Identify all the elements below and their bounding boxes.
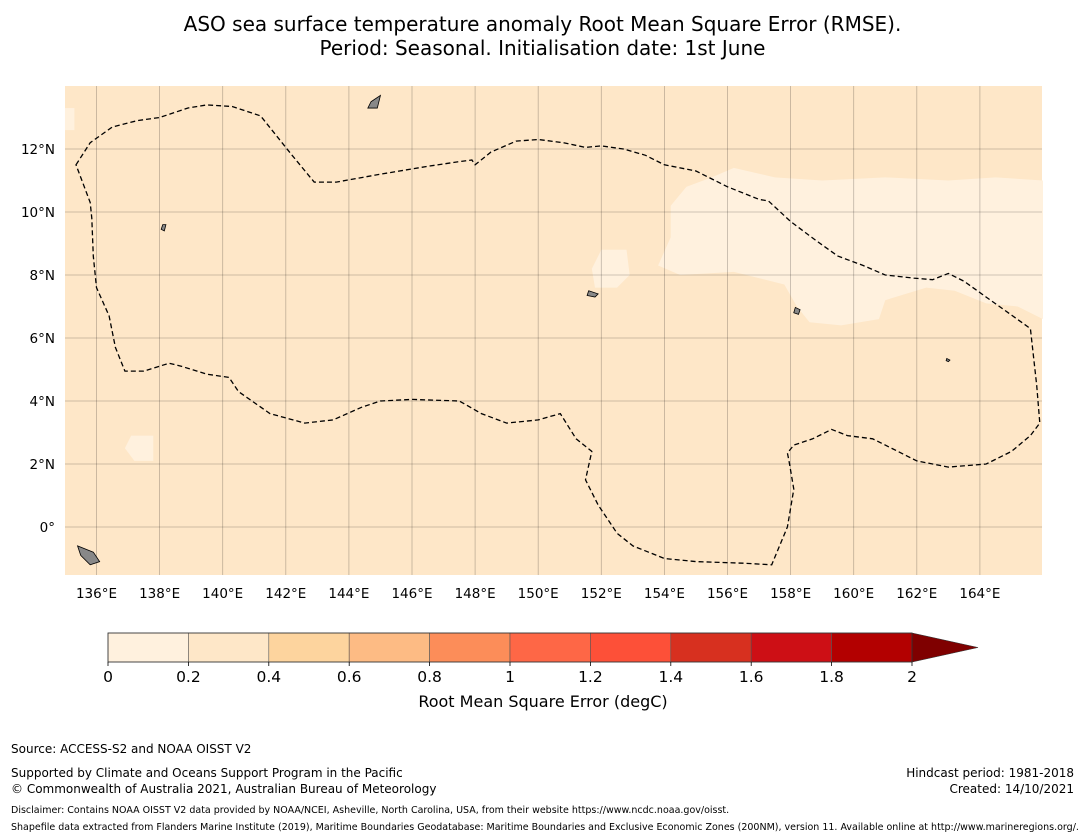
lon-tick-label: 150°E [518, 586, 559, 602]
lon-tick-label: 164°E [959, 586, 1000, 602]
colorbar-tick-label: 0.4 [256, 668, 281, 686]
colorbar-label: Root Mean Square Error (degC) [418, 692, 668, 711]
colorbar-tick-label: 0.8 [417, 668, 442, 686]
map-figure: 136°E 138°E 140°E 142°E 144°E 146°E 148°E 150°E… [21, 86, 1043, 686]
colorbar-segment [831, 632, 913, 663]
colorbar-segment [429, 632, 511, 663]
lon-tick-label: 140°E [202, 586, 243, 602]
created-date: Created: 14/10/2021 [949, 782, 1074, 796]
low-rmse-region [64, 108, 1043, 461]
chart-title-line1: ASO sea surface temperature anomaly Root… [183, 12, 902, 36]
colorbar-tick-label: 1.8 [819, 668, 844, 686]
lon-tick-label: 154°E [644, 586, 685, 602]
colorbar-segment [188, 632, 270, 663]
colorbar-tick-labels: 0 0.2 0.4 0.6 0.8 1 1.2 1.4 1.6 1.8 2 [103, 662, 917, 686]
colorbar-tick-label: 1.2 [578, 668, 603, 686]
lon-tick-label: 138°E [139, 586, 180, 602]
rmse-field [65, 86, 1042, 575]
islands [76, 94, 951, 566]
lon-tick-label: 144°E [328, 586, 369, 602]
lat-tick-label: 12°N [21, 142, 55, 158]
colorbar-segment [107, 632, 189, 663]
colorbar-tick-label: 0 [103, 668, 113, 686]
colorbar-segment [590, 632, 672, 663]
source-text: Source: ACCESS-S2 and NOAA OISST V2 [11, 742, 252, 756]
colorbar-tick-label: 0.2 [176, 668, 201, 686]
longitude-tick-labels: 136°E 138°E 140°E 142°E 144°E 146°E 148°E 150°E… [76, 586, 1000, 602]
colorbar-tick-label: 2 [907, 668, 917, 686]
colorbar-tick-label: 1.6 [739, 668, 764, 686]
support-text: Supported by Climate and Oceans Support … [11, 766, 403, 780]
lon-tick-label: 136°E [76, 586, 117, 602]
colorbar-segment [670, 632, 752, 663]
colorbar-segment [509, 632, 591, 663]
lon-tick-label: 152°E [581, 586, 622, 602]
lon-tick-label: 146°E [391, 586, 432, 602]
colorbar-segment [348, 632, 430, 663]
lat-tick-label: 2°N [30, 457, 55, 473]
chart-title-line2: Period: Seasonal. Initialisation date: 1… [319, 36, 766, 60]
lon-tick-label: 160°E [833, 586, 874, 602]
latitude-tick-labels: 0° 2°N 4°N 6°N 8°N 10°N 12°N [21, 142, 55, 536]
lon-tick-label: 148°E [455, 586, 496, 602]
colorbar-segment [268, 632, 350, 663]
colorbar-tick-label: 0.6 [337, 668, 362, 686]
lon-tick-label: 162°E [896, 586, 937, 602]
hindcast-period: Hindcast period: 1981-2018 [906, 766, 1074, 780]
lat-tick-label: 8°N [30, 268, 55, 284]
lat-tick-label: 0° [40, 520, 55, 536]
lon-tick-label: 158°E [770, 586, 811, 602]
lat-tick-label: 6°N [30, 331, 55, 347]
disclaimer-text: Disclaimer: Contains NOAA OISST V2 data … [11, 805, 730, 816]
colorbar-tick-label: 1.4 [658, 668, 683, 686]
colorbar [107, 632, 979, 663]
copyright-text: © Commonwealth of Australia 2021, Austra… [11, 782, 437, 796]
colorbar-extend-arrow [911, 632, 979, 663]
shapefile-credit: Shapefile data extracted from Flanders M… [11, 822, 1079, 833]
lon-tick-label: 156°E [707, 586, 748, 602]
map-gridlines [65, 86, 1042, 575]
lon-tick-label: 142°E [265, 586, 306, 602]
lat-tick-label: 10°N [21, 205, 55, 221]
colorbar-segment [750, 632, 832, 663]
colorbar-tick-label: 1 [505, 668, 515, 686]
lat-tick-label: 4°N [30, 394, 55, 410]
